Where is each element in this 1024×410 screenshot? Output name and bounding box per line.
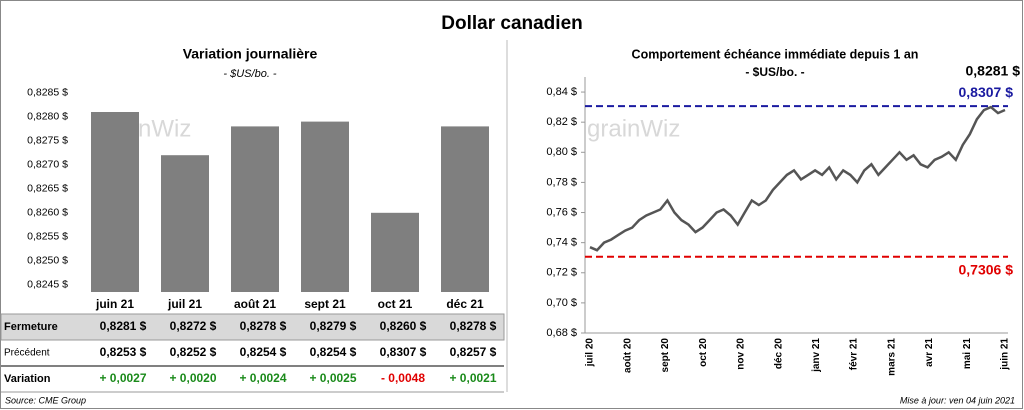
x-tick-label: août 20 <box>622 338 633 373</box>
y-tick-label: 0,74 $ <box>546 237 577 249</box>
table-cell: + 0,0024 <box>239 371 286 385</box>
x-tick-label: déc 21 <box>446 297 484 311</box>
x-tick-label: juil 20 <box>585 338 596 368</box>
y-tick-label: 0,8265 $ <box>27 183 68 195</box>
table-cell: 0,8257 $ <box>450 345 497 359</box>
x-tick-label: oct 21 <box>378 297 413 311</box>
reference-label: 0,8307 $ <box>959 84 1014 100</box>
x-tick-label: juil 21 <box>167 297 202 311</box>
table-cell: 0,8278 $ <box>240 319 287 333</box>
page-title: Dollar canadien <box>441 13 583 34</box>
x-tick-label: juin 21 <box>95 297 134 311</box>
x-tick-label: déc 20 <box>773 338 784 370</box>
y-tick-label: 0,68 $ <box>546 327 577 339</box>
table-cell: 0,8253 $ <box>100 345 147 359</box>
table-cell: + 0,0025 <box>309 371 356 385</box>
x-tick-label: mars 21 <box>886 338 897 376</box>
x-tick-label: avr 21 <box>924 338 935 367</box>
row-label: Variation <box>4 373 51 385</box>
chart-subtitle: - $US/bo. - <box>745 65 804 79</box>
table-cell: - 0,0048 <box>381 371 425 385</box>
table-cell: + 0,0021 <box>449 371 496 385</box>
updated: Mise à jour: ven 04 juin 2021 <box>900 395 1015 405</box>
y-tick-label: 0,76 $ <box>546 206 577 218</box>
bar <box>441 126 489 293</box>
y-tick-label: 0,72 $ <box>546 267 577 279</box>
chart-title: Comportement échéance immédiate depuis 1… <box>632 47 919 61</box>
table-cell: 0,8278 $ <box>450 319 497 333</box>
y-tick-label: 0,78 $ <box>546 176 577 188</box>
x-tick-label: juin 21 <box>1000 338 1011 371</box>
table-cell: + 0,0027 <box>99 371 146 385</box>
reference-label: 0,7306 $ <box>959 262 1014 278</box>
table-cell: 0,8252 $ <box>170 345 217 359</box>
chart-title: Variation journalière <box>183 46 318 62</box>
x-tick-label: sept 20 <box>660 338 671 373</box>
last-value-label: 0,8281 $ <box>966 63 1021 79</box>
y-tick-label: 0,84 $ <box>546 86 577 98</box>
x-tick-label: févr 21 <box>849 338 860 371</box>
table-cell: 0,8260 $ <box>380 319 427 333</box>
source: Source: CME Group <box>5 395 86 405</box>
table-cell: 0,8254 $ <box>310 345 357 359</box>
bar <box>231 126 279 293</box>
x-tick-label: août 21 <box>234 297 276 311</box>
row-label: Précédent <box>4 348 50 359</box>
y-tick-label: 0,8245 $ <box>27 279 68 291</box>
table-cell: 0,8279 $ <box>310 319 357 333</box>
y-tick-label: 0,8255 $ <box>27 231 68 243</box>
y-tick-label: 0,80 $ <box>546 146 577 158</box>
bar <box>301 121 349 292</box>
table-cell: 0,8281 $ <box>100 319 147 333</box>
x-tick-label: janv 21 <box>811 338 822 373</box>
y-tick-label: 0,8275 $ <box>27 135 68 147</box>
y-tick-label: 0,8250 $ <box>27 255 68 267</box>
table-cell: 0,8272 $ <box>170 319 217 333</box>
table-cell: 0,8307 $ <box>380 345 427 359</box>
table-cell: 0,8254 $ <box>240 345 287 359</box>
x-tick-label: oct 20 <box>698 338 709 367</box>
y-tick-label: 0,8270 $ <box>27 159 68 171</box>
x-tick-label: sept 21 <box>304 297 346 311</box>
row-label: Fermeture <box>4 321 58 333</box>
y-tick-label: 0,82 $ <box>546 116 577 128</box>
y-tick-label: 0,8260 $ <box>27 207 68 219</box>
price-line <box>589 105 1006 252</box>
watermark: grainWiz <box>587 115 680 142</box>
chart-subtitle: - $US/bo. - <box>223 68 277 80</box>
y-tick-label: 0,8280 $ <box>27 111 68 123</box>
table-cell: + 0,0020 <box>169 371 216 385</box>
x-tick-label: nov 20 <box>736 338 747 370</box>
bar <box>91 112 139 292</box>
y-tick-label: 0,70 $ <box>546 297 577 309</box>
bar <box>161 155 209 292</box>
bar <box>371 212 419 292</box>
x-tick-label: mai 21 <box>962 338 973 370</box>
y-tick-label: 0,8285 $ <box>27 87 68 99</box>
table-row-bg <box>0 313 505 341</box>
